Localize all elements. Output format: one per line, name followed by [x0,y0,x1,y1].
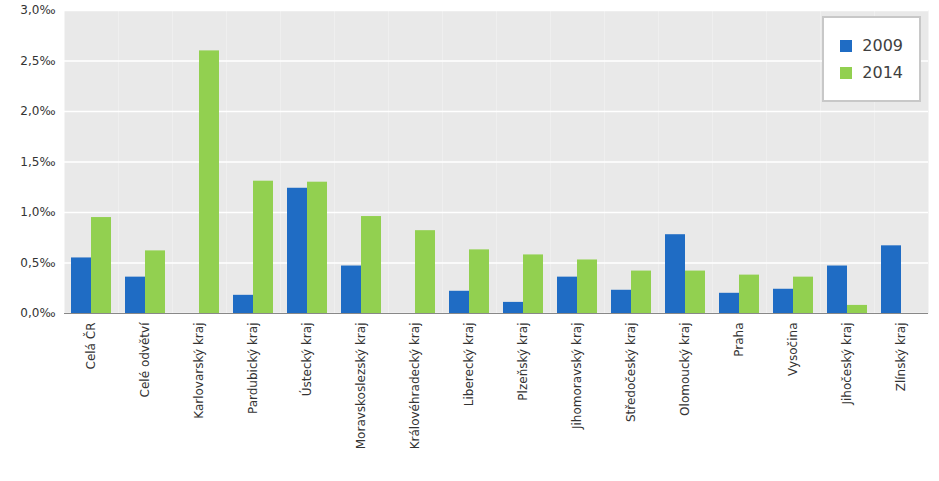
svg-text:Moravskoslezský kraj: Moravskoslezský kraj [354,323,368,450]
svg-text:0,0‰: 0,0‰ [20,306,55,320]
svg-text:1,5‰: 1,5‰ [20,155,55,169]
svg-text:Zlínský kraj: Zlínský kraj [894,323,908,392]
svg-text:Jihomoravský kraj: Jihomoravský kraj [570,323,584,431]
svg-text:Praha: Praha [732,323,746,357]
svg-text:Královéhradecký kraj: Královéhradecký kraj [408,323,422,450]
svg-text:Karlovarský kraj: Karlovarský kraj [192,323,206,419]
svg-text:2,5‰: 2,5‰ [20,54,55,68]
svg-text:Ústecký kraj: Ústecký kraj [299,323,314,397]
svg-text:Plzeňský kraj: Plzeňský kraj [516,323,530,401]
svg-text:1,0‰: 1,0‰ [20,205,55,219]
svg-text:0,5‰: 0,5‰ [20,256,55,270]
svg-text:Jihočeský kraj: Jihočeský kraj [840,323,854,406]
svg-text:3,0‰: 3,0‰ [20,3,55,17]
html-text:2014: 2014 [862,63,903,82]
svg-text:Vysočina: Vysočina [786,323,800,376]
svg-text:Liberecký kraj: Liberecký kraj [462,323,476,407]
svg-text:Středočeský kraj: Středočeský kraj [624,323,638,423]
svg-text:Pardubický kraj: Pardubický kraj [246,323,260,415]
svg-text:Celé odvětví: Celé odvětví [138,322,152,398]
svg-text:Olomoucký kraj: Olomoucký kraj [678,323,692,416]
html-text:2009: 2009 [862,36,903,55]
svg-text:2,0‰: 2,0‰ [20,104,55,118]
svg-text:Celá ČR: Celá ČR [83,323,98,370]
